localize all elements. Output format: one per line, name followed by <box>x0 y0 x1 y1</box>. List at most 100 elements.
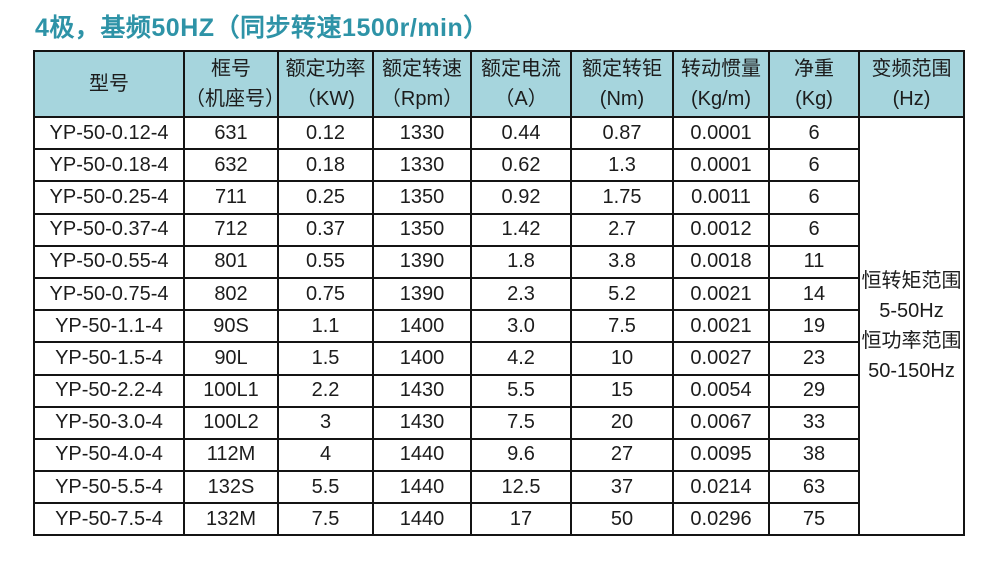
table-cell: 1430 <box>372 405 472 440</box>
table-cell: 14 <box>768 276 860 312</box>
table-cell: 4.2 <box>470 341 572 376</box>
table-cell: 0.0021 <box>672 276 770 312</box>
column-header-rated-speed: 额定转速 （Rpm） <box>372 50 472 118</box>
table-row: YP-50-4.0-4 112M 4 1440 9.6 27 0.0095 38 <box>33 437 964 473</box>
note-line: 恒功率范围 <box>861 330 962 353</box>
table-cell: 75 <box>768 502 860 537</box>
table-cell: 0.0067 <box>672 405 770 440</box>
header-line1: 额定转速 <box>382 58 462 80</box>
table-cell: 1390 <box>372 244 472 279</box>
table-cell: 10 <box>570 341 674 376</box>
note-line: 50-150Hz <box>868 360 955 383</box>
table-cell: 7.5 <box>570 309 674 344</box>
table-cell: 6 <box>768 115 860 151</box>
header-line2: (Kg) <box>795 88 833 110</box>
table-cell: 2.2 <box>277 373 374 408</box>
table-row: YP-50-5.5-4 132S 5.5 1440 12.5 37 0.0214… <box>33 470 964 505</box>
header-line1: 额定功率 <box>285 58 366 80</box>
header-line2: (Hz) <box>892 88 931 110</box>
table-cell: 0.75 <box>277 276 374 312</box>
table-cell: 3.8 <box>570 244 674 279</box>
table-cell: 712 <box>183 212 279 247</box>
column-header-net-weight: 净重 (Kg) <box>768 50 860 118</box>
table-cell: 3 <box>277 405 374 440</box>
table-cell: 0.12 <box>277 115 374 151</box>
table-cell: 37 <box>570 470 674 505</box>
table-cell: YP-50-2.2-4 <box>33 373 185 408</box>
header-line2: （KW) <box>296 88 355 110</box>
table-cell: 631 <box>183 115 279 151</box>
column-header-model: 型号 <box>33 50 185 118</box>
header-line2: （机座号） <box>185 88 278 110</box>
table-cell: 0.0018 <box>672 244 770 279</box>
table-cell: 711 <box>183 180 279 215</box>
page-title: 4极，基频50HZ（同步转速1500r/min） <box>35 14 489 42</box>
table-cell: 7.5 <box>277 502 374 537</box>
table-row: YP-50-0.12-4 631 0.12 1330 0.44 0.87 0.0… <box>33 115 965 537</box>
table-cell: 63 <box>768 470 860 505</box>
table-cell: YP-50-0.18-4 <box>33 148 185 183</box>
table-cell: 29 <box>768 373 860 408</box>
table-row: YP-50-1.1-4 90S 1.1 1400 3.0 7.5 0.0021 … <box>33 309 964 344</box>
header-line2: （A） <box>494 88 548 110</box>
table-cell: 0.18 <box>277 148 374 183</box>
table-cell: 7.5 <box>470 405 572 440</box>
table-cell: 100L2 <box>183 405 279 440</box>
header-line1: 变频范围 <box>871 58 952 80</box>
table-cell: 33 <box>768 405 860 440</box>
table-cell: 19 <box>768 309 860 344</box>
table-row: YP-50-0.55-4 801 0.55 1390 1.8 3.8 0.001… <box>33 244 964 279</box>
header-line1: 框号 <box>211 58 251 80</box>
table-header-row: 型号 框号 （机座号） 额定功率 （KW) 额定转速 （Rpm） 额定电流 （A） 额定… <box>33 50 965 118</box>
header-line2: (Kg/m) <box>691 88 751 110</box>
table-cell: 0.0012 <box>672 212 770 247</box>
header-line1: 额定电流 <box>481 58 561 80</box>
table-cell: 27 <box>570 437 674 473</box>
table-cell: 20 <box>570 405 674 440</box>
table-cell: 6 <box>768 180 860 215</box>
column-header-rated-power: 额定功率 （KW) <box>277 50 374 118</box>
table-cell: 0.25 <box>277 180 374 215</box>
table-cell: 0.0011 <box>672 180 770 215</box>
header-line2: （Rpm） <box>380 88 464 110</box>
table-cell: 1440 <box>372 502 472 537</box>
table-cell: YP-50-0.75-4 <box>33 276 185 312</box>
table-cell: 2.3 <box>470 276 572 312</box>
table-cell: 1430 <box>372 373 472 408</box>
table-row: YP-50-0.75-4 802 0.75 1390 2.3 5.2 0.002… <box>33 276 964 312</box>
table-cell: 0.44 <box>470 115 572 151</box>
table-cell: 132S <box>183 470 279 505</box>
table-cell: YP-50-0.55-4 <box>33 244 185 279</box>
table-cell: YP-50-0.25-4 <box>33 180 185 215</box>
table-cell: 5.5 <box>277 470 374 505</box>
table-cell: 6 <box>768 148 860 183</box>
column-header-rated-torque: 额定转钜 (Nm) <box>570 50 674 118</box>
table-cell: 1.42 <box>470 212 572 247</box>
table-cell: 1330 <box>372 148 472 183</box>
table-cell: 0.37 <box>277 212 374 247</box>
frequency-range-note: 恒转矩范围 5-50Hz 恒功率范围 50-150Hz <box>858 115 965 537</box>
table-row: YP-50-7.5-4 132M 7.5 1440 17 50 0.0296 7… <box>33 502 964 537</box>
header-line1: 转动惯量 <box>681 58 761 80</box>
column-header-frame: 框号 （机座号） <box>183 50 279 118</box>
table-cell: 0.0001 <box>672 148 770 183</box>
table-cell: 90L <box>183 341 279 376</box>
table-cell: 3.0 <box>470 309 572 344</box>
column-header-inertia: 转动惯量 (Kg/m) <box>672 50 770 118</box>
table-cell: 2.7 <box>570 212 674 247</box>
table-cell: 132M <box>183 502 279 537</box>
table-cell: YP-50-3.0-4 <box>33 405 185 440</box>
table-cell: YP-50-1.5-4 <box>33 341 185 376</box>
table-cell: 5.2 <box>570 276 674 312</box>
table-cell: 0.0027 <box>672 341 770 376</box>
table-cell: 50 <box>570 502 674 537</box>
column-header-frequency-range: 变频范围 (Hz) <box>858 50 965 118</box>
table-cell: YP-50-7.5-4 <box>33 502 185 537</box>
table-cell: YP-50-4.0-4 <box>33 437 185 473</box>
table-cell: 1.75 <box>570 180 674 215</box>
table-cell: 632 <box>183 148 279 183</box>
table-cell: 1350 <box>372 212 472 247</box>
table-cell: 1390 <box>372 276 472 312</box>
table-row: YP-50-2.2-4 100L1 2.2 1430 5.5 15 0.0054… <box>33 373 964 408</box>
header-line1: 净重 <box>794 58 834 80</box>
